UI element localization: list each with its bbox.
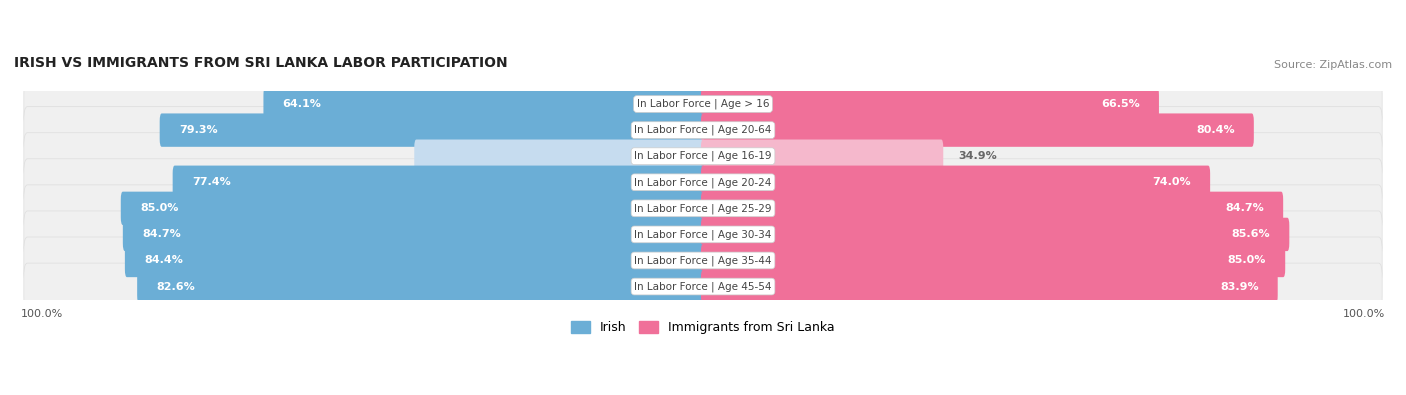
FancyBboxPatch shape	[138, 270, 704, 303]
Text: 42.0%: 42.0%	[647, 151, 686, 161]
Text: Source: ZipAtlas.com: Source: ZipAtlas.com	[1274, 60, 1392, 70]
FancyBboxPatch shape	[121, 192, 704, 225]
Text: 100.0%: 100.0%	[1343, 309, 1385, 319]
FancyBboxPatch shape	[702, 218, 1289, 251]
FancyBboxPatch shape	[24, 185, 1382, 232]
Text: In Labor Force | Age 20-64: In Labor Force | Age 20-64	[634, 125, 772, 135]
Text: 80.4%: 80.4%	[1197, 125, 1234, 135]
Legend: Irish, Immigrants from Sri Lanka: Irish, Immigrants from Sri Lanka	[567, 316, 839, 339]
FancyBboxPatch shape	[160, 113, 704, 147]
FancyBboxPatch shape	[702, 270, 1278, 303]
Text: In Labor Force | Age 45-54: In Labor Force | Age 45-54	[634, 281, 772, 292]
Text: In Labor Force | Age 20-24: In Labor Force | Age 20-24	[634, 177, 772, 188]
FancyBboxPatch shape	[24, 211, 1382, 258]
FancyBboxPatch shape	[24, 133, 1382, 180]
FancyBboxPatch shape	[24, 81, 1382, 128]
Text: 100.0%: 100.0%	[21, 309, 63, 319]
FancyBboxPatch shape	[24, 237, 1382, 284]
Text: 85.0%: 85.0%	[139, 203, 179, 213]
FancyBboxPatch shape	[173, 166, 704, 199]
Text: 77.4%: 77.4%	[191, 177, 231, 187]
FancyBboxPatch shape	[702, 192, 1284, 225]
Text: 74.0%: 74.0%	[1153, 177, 1191, 187]
Text: 82.6%: 82.6%	[156, 282, 195, 292]
Text: In Labor Force | Age 25-29: In Labor Force | Age 25-29	[634, 203, 772, 214]
Text: In Labor Force | Age 30-34: In Labor Force | Age 30-34	[634, 229, 772, 240]
Text: 34.9%: 34.9%	[959, 151, 997, 161]
FancyBboxPatch shape	[24, 263, 1382, 310]
FancyBboxPatch shape	[125, 244, 704, 277]
Text: 84.4%: 84.4%	[143, 256, 183, 265]
Text: 79.3%: 79.3%	[179, 125, 218, 135]
Text: 66.5%: 66.5%	[1101, 99, 1140, 109]
FancyBboxPatch shape	[415, 139, 704, 173]
Text: 85.0%: 85.0%	[1227, 256, 1267, 265]
Text: 83.9%: 83.9%	[1220, 282, 1258, 292]
FancyBboxPatch shape	[702, 113, 1254, 147]
FancyBboxPatch shape	[24, 159, 1382, 206]
Text: In Labor Force | Age 16-19: In Labor Force | Age 16-19	[634, 151, 772, 162]
FancyBboxPatch shape	[122, 218, 704, 251]
Text: In Labor Force | Age 35-44: In Labor Force | Age 35-44	[634, 255, 772, 266]
FancyBboxPatch shape	[702, 87, 1159, 121]
FancyBboxPatch shape	[24, 107, 1382, 154]
FancyBboxPatch shape	[702, 166, 1211, 199]
Text: 85.6%: 85.6%	[1232, 229, 1270, 239]
Text: IRISH VS IMMIGRANTS FROM SRI LANKA LABOR PARTICIPATION: IRISH VS IMMIGRANTS FROM SRI LANKA LABOR…	[14, 56, 508, 70]
FancyBboxPatch shape	[702, 139, 943, 173]
Text: 84.7%: 84.7%	[1225, 203, 1264, 213]
Text: In Labor Force | Age > 16: In Labor Force | Age > 16	[637, 99, 769, 109]
Text: 64.1%: 64.1%	[283, 99, 322, 109]
FancyBboxPatch shape	[263, 87, 704, 121]
Text: 84.7%: 84.7%	[142, 229, 181, 239]
FancyBboxPatch shape	[702, 244, 1285, 277]
